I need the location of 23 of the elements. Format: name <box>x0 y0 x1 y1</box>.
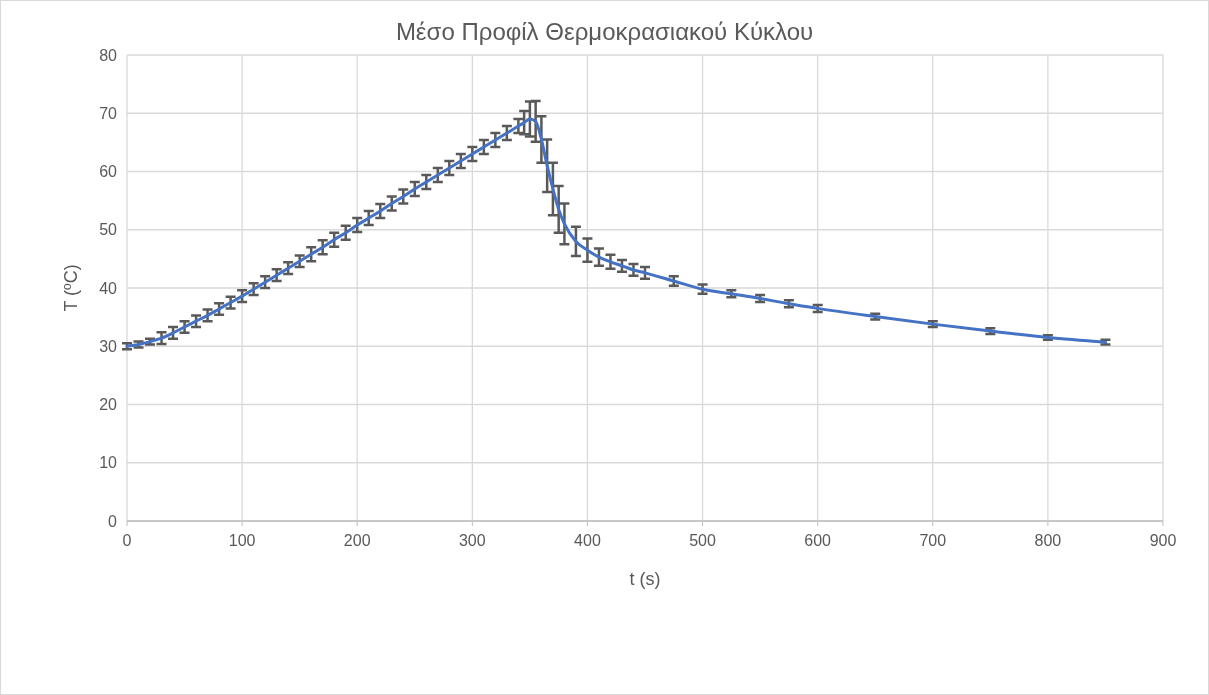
y-tick-label: 40 <box>99 279 118 297</box>
x-tick-label: 800 <box>1034 532 1062 549</box>
x-tick-label: 0 <box>122 532 132 549</box>
x-tick-label: 200 <box>343 532 371 549</box>
x-tick-label: 700 <box>919 532 947 549</box>
x-tick-label: 500 <box>689 532 716 549</box>
chart-title: Μέσο Προφίλ Θερμοκρασιακού Κύκλου <box>395 18 814 45</box>
x-axis-title: t (s) <box>629 569 661 589</box>
line-series <box>125 117 1107 348</box>
x-tick-label: 300 <box>458 532 486 549</box>
y-tick-label: 60 <box>99 163 118 181</box>
y-tick-label: 0 <box>108 512 118 530</box>
y-tick-label: 10 <box>99 454 118 472</box>
x-tick-label: 900 <box>1149 532 1177 549</box>
x-tick-label: 400 <box>574 532 601 549</box>
x-tick-label: 100 <box>228 532 256 549</box>
y-axis-title: T (ºC) <box>61 264 81 312</box>
y-tick-label: 20 <box>99 396 118 414</box>
y-tick-label: 80 <box>99 46 118 64</box>
y-tick-label: 70 <box>99 104 118 122</box>
y-tick-label: 50 <box>99 221 118 239</box>
y-tick-label: 30 <box>99 337 118 355</box>
x-tick-label: 600 <box>804 532 832 549</box>
